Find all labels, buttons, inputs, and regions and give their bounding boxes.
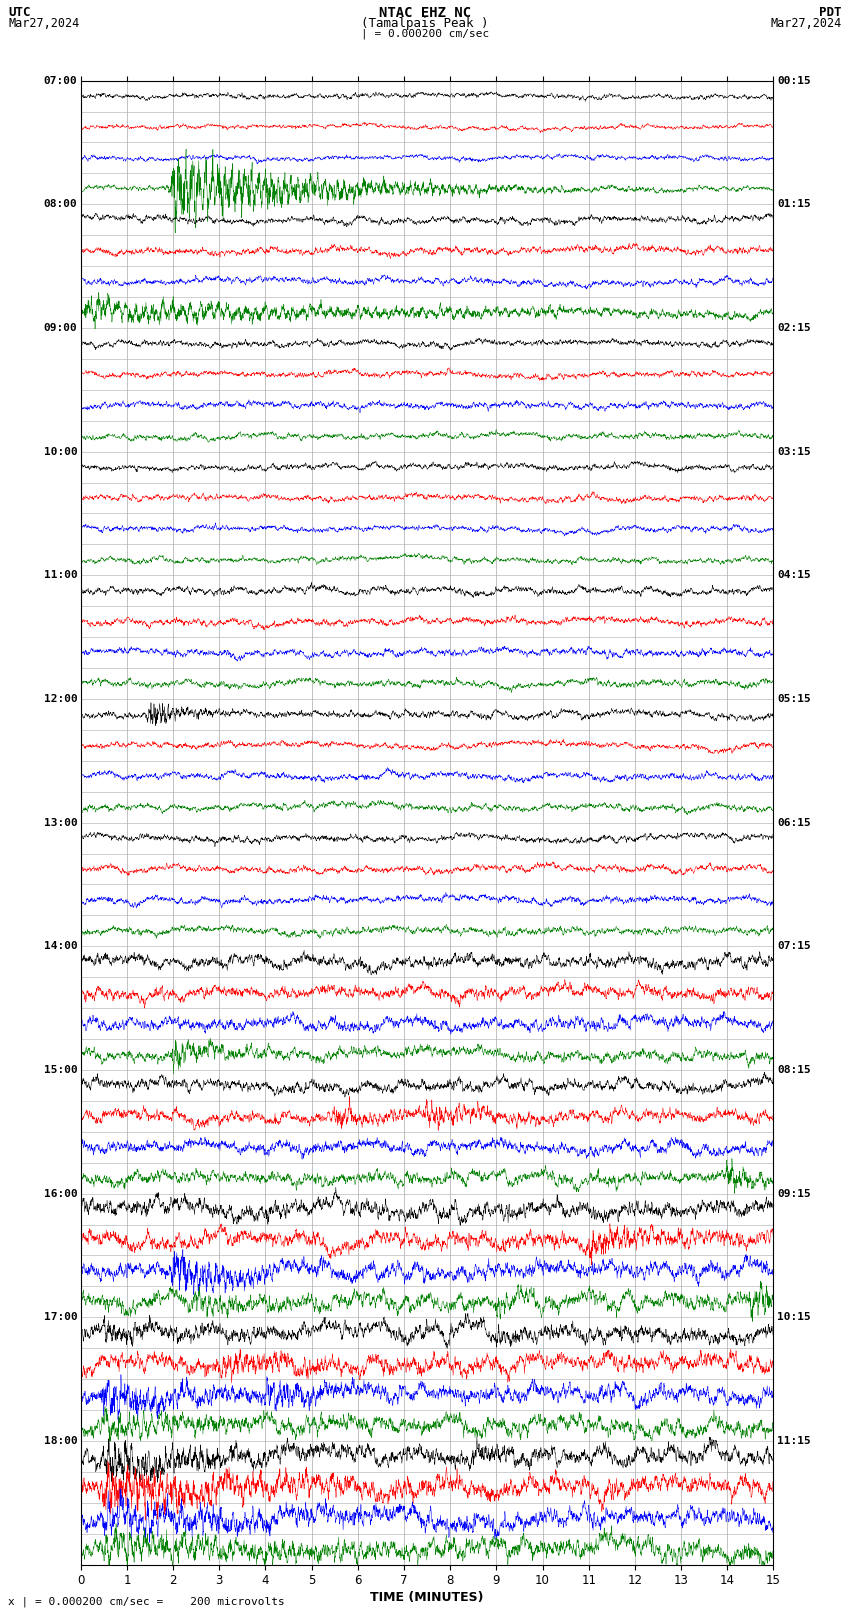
Text: 09:15: 09:15: [777, 1189, 811, 1198]
Text: 09:00: 09:00: [43, 323, 77, 332]
Text: NTAC EHZ NC: NTAC EHZ NC: [379, 5, 471, 19]
Text: Mar27,2024: Mar27,2024: [770, 18, 842, 31]
Text: 13:00: 13:00: [43, 818, 77, 827]
Text: 14:00: 14:00: [43, 942, 77, 952]
Text: Mar27,2024: Mar27,2024: [8, 18, 80, 31]
Text: 18:00: 18:00: [43, 1436, 77, 1445]
Text: 15:00: 15:00: [43, 1065, 77, 1074]
Text: 05:15: 05:15: [777, 694, 811, 703]
Text: 11:00: 11:00: [43, 571, 77, 581]
Text: 08:00: 08:00: [43, 200, 77, 210]
Text: 03:15: 03:15: [777, 447, 811, 456]
Text: 16:00: 16:00: [43, 1189, 77, 1198]
Text: x | = 0.000200 cm/sec =    200 microvolts: x | = 0.000200 cm/sec = 200 microvolts: [8, 1595, 286, 1607]
Text: (Tamalpais Peak ): (Tamalpais Peak ): [361, 18, 489, 31]
Text: 08:15: 08:15: [777, 1065, 811, 1074]
Text: PDT: PDT: [819, 5, 842, 19]
Text: 10:00: 10:00: [43, 447, 77, 456]
Text: 07:15: 07:15: [777, 942, 811, 952]
X-axis label: TIME (MINUTES): TIME (MINUTES): [371, 1592, 484, 1605]
Text: 11:15: 11:15: [777, 1436, 811, 1445]
Text: 04:15: 04:15: [777, 571, 811, 581]
Text: 10:15: 10:15: [777, 1313, 811, 1323]
Text: 02:15: 02:15: [777, 323, 811, 332]
Text: 17:00: 17:00: [43, 1313, 77, 1323]
Text: 12:00: 12:00: [43, 694, 77, 703]
Text: 00:15: 00:15: [777, 76, 811, 85]
Text: 01:15: 01:15: [777, 200, 811, 210]
Text: 07:00: 07:00: [43, 76, 77, 85]
Text: UTC: UTC: [8, 5, 31, 19]
Text: | = 0.000200 cm/sec: | = 0.000200 cm/sec: [361, 29, 489, 39]
Text: 06:15: 06:15: [777, 818, 811, 827]
